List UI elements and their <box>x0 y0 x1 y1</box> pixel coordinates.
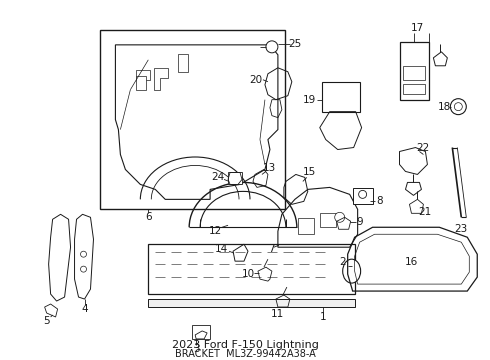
Bar <box>136 70 150 80</box>
Bar <box>353 188 372 204</box>
Text: 2: 2 <box>340 257 346 267</box>
Bar <box>399 42 429 100</box>
Bar <box>298 218 314 234</box>
Circle shape <box>359 190 367 198</box>
Text: 3: 3 <box>193 344 199 354</box>
Text: 12: 12 <box>208 226 221 236</box>
Circle shape <box>80 251 87 257</box>
Text: 25: 25 <box>288 39 301 49</box>
Bar <box>148 299 355 307</box>
Text: 15: 15 <box>303 167 317 177</box>
Circle shape <box>80 266 87 272</box>
Bar <box>192 325 210 339</box>
Text: 22: 22 <box>416 143 429 153</box>
Text: 16: 16 <box>405 257 418 267</box>
Bar <box>320 213 336 227</box>
Text: 8: 8 <box>376 196 383 206</box>
Bar <box>148 244 355 294</box>
Text: 24: 24 <box>212 172 225 183</box>
Bar <box>228 172 242 184</box>
Circle shape <box>266 41 278 53</box>
Text: 5: 5 <box>43 316 50 326</box>
Text: 11: 11 <box>271 309 285 319</box>
Bar <box>136 76 147 90</box>
Text: BRACKET  ML3Z-99442A38-A: BRACKET ML3Z-99442A38-A <box>174 349 316 359</box>
Text: 13: 13 <box>263 163 276 174</box>
Bar <box>100 30 285 209</box>
Text: 19: 19 <box>303 95 317 105</box>
Text: 4: 4 <box>81 304 88 314</box>
Text: 6: 6 <box>145 212 151 222</box>
Text: 14: 14 <box>215 244 228 254</box>
Text: 9: 9 <box>356 217 363 227</box>
Circle shape <box>335 212 344 222</box>
Text: 23: 23 <box>455 224 468 234</box>
Bar <box>403 66 425 80</box>
Text: 21: 21 <box>418 207 431 217</box>
Text: 20: 20 <box>249 75 263 85</box>
Bar <box>322 82 360 112</box>
Text: 7: 7 <box>269 244 275 254</box>
Bar <box>403 84 425 94</box>
Text: 18: 18 <box>438 102 451 112</box>
Bar <box>178 54 188 72</box>
Circle shape <box>450 99 466 114</box>
Text: 10: 10 <box>242 269 254 279</box>
Circle shape <box>454 103 462 111</box>
Text: 1: 1 <box>319 312 326 322</box>
Text: 17: 17 <box>411 23 424 33</box>
Ellipse shape <box>343 259 361 283</box>
Text: 2023 Ford F-150 Lightning: 2023 Ford F-150 Lightning <box>172 340 318 350</box>
